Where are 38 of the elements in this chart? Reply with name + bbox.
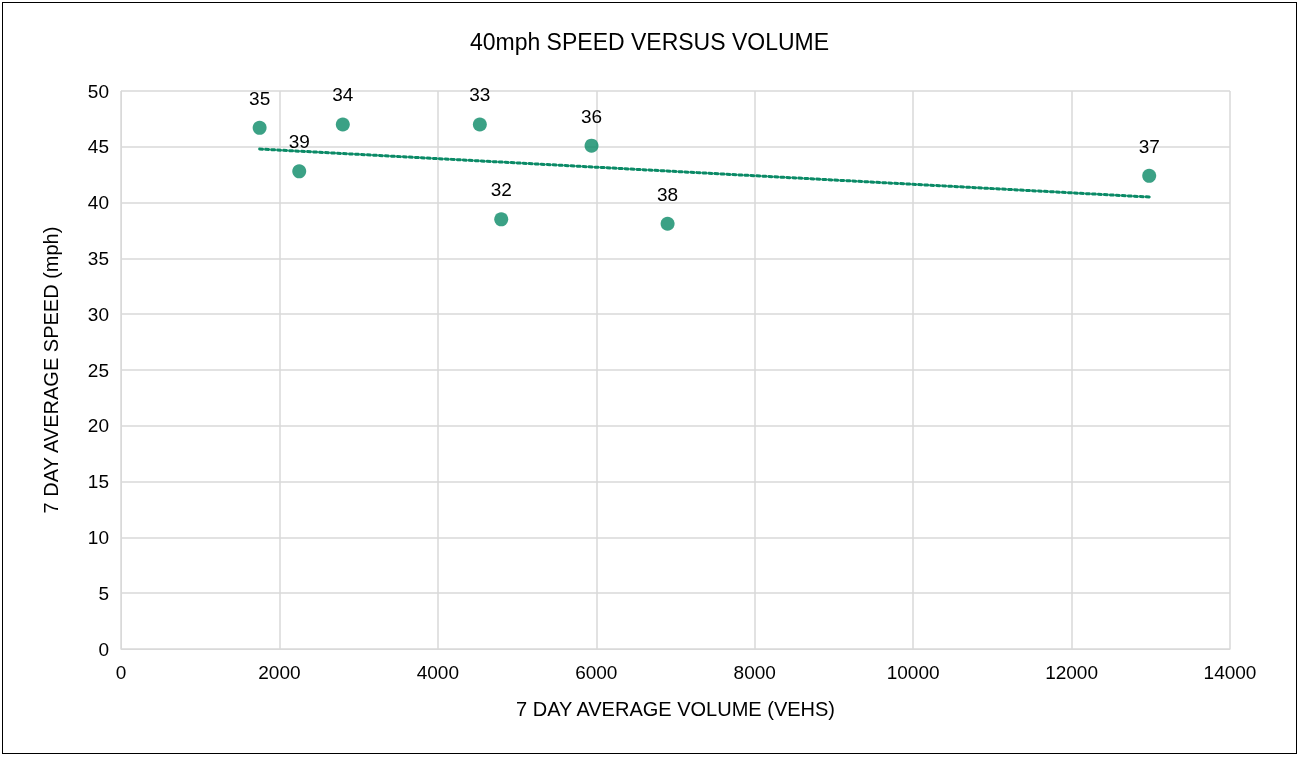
- annotation: 32: [490, 179, 512, 201]
- x-tick-label: 8000: [733, 662, 776, 683]
- y-tick-label: 10: [87, 526, 109, 548]
- y-tick-label: 40: [87, 192, 109, 214]
- x-tick-label: 14000: [1203, 662, 1257, 683]
- point: [1142, 168, 1157, 183]
- x-tick-label: 4000: [416, 662, 459, 683]
- annotation: 36: [580, 105, 603, 127]
- point: [252, 120, 267, 135]
- point: [335, 117, 350, 132]
- point: [494, 212, 509, 227]
- annotation: 39: [288, 131, 310, 153]
- y-tick-label: 25: [87, 359, 109, 381]
- annotation: 33: [469, 84, 491, 106]
- chart-title: 40mph SPEED VERSUS VOLUME: [469, 28, 830, 55]
- x-tick-label: 10000: [886, 662, 940, 683]
- y-tick-label: 35: [87, 247, 109, 269]
- annotation: 38: [657, 183, 679, 205]
- point: [660, 216, 675, 231]
- point: [292, 164, 307, 179]
- x-tick-label: 12000: [1045, 662, 1098, 683]
- x-tick-label: 6000: [575, 662, 618, 683]
- y-tick-label: 15: [87, 471, 109, 493]
- y-axis-title: 7 DAY AVERAGE SPEED (mph): [40, 226, 62, 514]
- y-tick-label: 5: [98, 582, 109, 604]
- y-tick-label: 50: [87, 80, 109, 102]
- y-tick-label: 0: [98, 638, 109, 660]
- annotation: 37: [1138, 135, 1160, 157]
- y-tick-label: 30: [87, 303, 109, 325]
- y-tick-label: 45: [87, 136, 109, 158]
- x-tick-label: 2000: [258, 662, 301, 683]
- x-axis-title: 7 DAY AVERAGE VOLUME (VEHS): [516, 698, 835, 720]
- annotation: 35: [249, 87, 271, 109]
- y-tick-label: 20: [87, 415, 109, 437]
- annotation: 34: [332, 84, 354, 106]
- point: [584, 138, 599, 153]
- x-tick-label: 0: [115, 662, 127, 683]
- point: [472, 117, 487, 132]
